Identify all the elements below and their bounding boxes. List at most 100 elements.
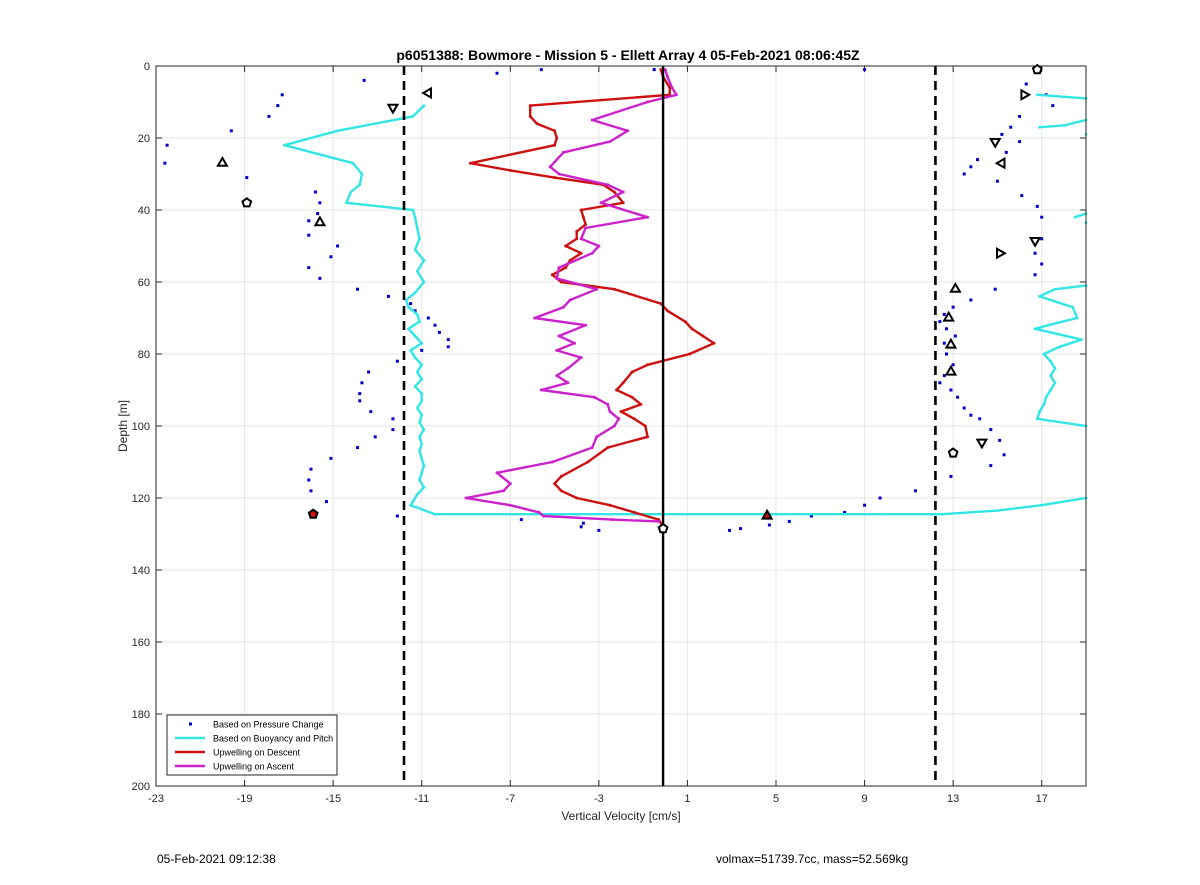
ascent-point	[508, 503, 512, 507]
pressure-point	[1004, 150, 1008, 154]
ascent-point	[595, 435, 599, 439]
pressure-point	[446, 338, 450, 342]
pressure-point	[329, 456, 333, 460]
buoyancy-point	[413, 215, 417, 219]
chart-title: p6051388: Bowmore - Mission 5 - Ellett A…	[396, 47, 860, 63]
x-tick-label: 9	[862, 793, 868, 805]
descent-point	[606, 446, 610, 450]
ascent-point	[579, 237, 583, 241]
pressure-point	[395, 359, 399, 363]
descent-point	[612, 190, 616, 194]
ascent-point	[612, 424, 616, 428]
pressure-point	[362, 78, 366, 82]
descent-point	[528, 104, 532, 108]
pressure-point	[843, 510, 847, 514]
buoyancy-point	[415, 226, 419, 230]
descent-point	[712, 341, 716, 345]
buoyancy-point	[433, 512, 437, 516]
descent-point	[612, 287, 616, 291]
buoyancy-line	[1037, 93, 1087, 100]
descent-point	[683, 320, 687, 324]
tri-up-marker	[942, 310, 955, 322]
buoyancy-point	[360, 172, 364, 176]
buoyancy-point	[420, 442, 424, 446]
pentagon-marker	[1031, 63, 1043, 75]
buoyancy-point	[420, 413, 424, 417]
ascent-point	[590, 446, 594, 450]
pressure-point	[309, 489, 313, 493]
buoyancy-point	[1038, 125, 1041, 129]
buoyancy-point	[420, 341, 424, 345]
buoyancy-point	[351, 161, 355, 165]
buoyancy-point	[420, 399, 424, 403]
y-axis-label: Depth [m]	[116, 400, 130, 452]
x-tick-label: 5	[773, 793, 779, 805]
x-tick-label: -23	[148, 793, 164, 805]
buoyancy-point	[422, 104, 426, 107]
descent-point	[553, 176, 557, 180]
descent-point	[586, 460, 590, 464]
ascent-point	[621, 190, 625, 194]
ascent-point	[566, 366, 570, 370]
pressure-point	[391, 428, 395, 432]
legend-label: Upwelling on Ascent	[213, 762, 295, 772]
pressure-point	[307, 266, 311, 270]
pressure-point	[1033, 251, 1037, 255]
descent-point	[630, 395, 634, 399]
descent-point	[555, 136, 559, 140]
pressure-point	[307, 233, 311, 237]
ascent-point	[502, 489, 506, 493]
pressure-point	[951, 305, 955, 309]
pressure-point	[1002, 453, 1006, 457]
ascent-point	[584, 323, 588, 327]
ascent-point	[548, 165, 552, 169]
pressure-point	[962, 172, 966, 176]
buoyancy-point	[420, 471, 424, 475]
buoyancy-point	[411, 500, 415, 503]
pressure-point	[767, 523, 771, 527]
y-tick-label: 80	[138, 349, 150, 361]
pressure-point	[318, 276, 322, 280]
buoyancy-point	[407, 305, 410, 309]
ascent-point	[561, 150, 565, 154]
pressure-point	[1040, 215, 1044, 219]
buoyancy-point	[283, 143, 286, 147]
ascent-point	[537, 510, 541, 514]
buoyancy-line	[1074, 212, 1087, 219]
descent-point	[666, 309, 669, 313]
pressure-point	[409, 302, 413, 306]
ascent-point	[670, 86, 674, 90]
descent-point	[688, 352, 692, 356]
pressure-point	[329, 255, 333, 259]
pressure-point	[369, 410, 373, 414]
x-tick-label: -3	[594, 793, 604, 805]
descent-point	[564, 266, 568, 270]
x-tick-label: -19	[237, 793, 253, 805]
legend-label: Upwelling on Descent	[213, 748, 301, 758]
descent-point	[619, 410, 623, 414]
ascent-point	[550, 460, 554, 464]
ascent-point	[666, 75, 669, 79]
pressure-point	[878, 496, 882, 500]
ascent-point	[495, 471, 499, 475]
pressure-point	[942, 312, 946, 316]
buoyancy-point	[1075, 316, 1079, 320]
pressure-point	[276, 104, 280, 108]
buoyancy-point	[415, 370, 419, 374]
buoyancy-point	[415, 406, 419, 410]
pressure-point	[387, 294, 390, 298]
buoyancy-point	[345, 201, 348, 205]
y-tick-label: 120	[132, 493, 150, 505]
pressure-point	[1040, 262, 1044, 266]
buoyancy-point	[415, 313, 419, 316]
buoyancy-point	[418, 435, 421, 439]
buoyancy-point	[418, 421, 421, 424]
buoyancy-point	[415, 493, 419, 496]
footer-volmax-mass: volmax=51739.7cc, mass=52.569kg	[716, 852, 909, 866]
pentagon-marker	[307, 508, 319, 519]
pressure-point	[519, 518, 523, 522]
ascent-point	[674, 93, 678, 97]
axis-ticks: -23 -19 -15 -11 -7 -3 1 5 9 13 17 0 20 40 60 80 100 120 14…	[132, 61, 1086, 805]
tri-up-marker	[313, 215, 327, 227]
buoyancy-point	[411, 115, 415, 118]
